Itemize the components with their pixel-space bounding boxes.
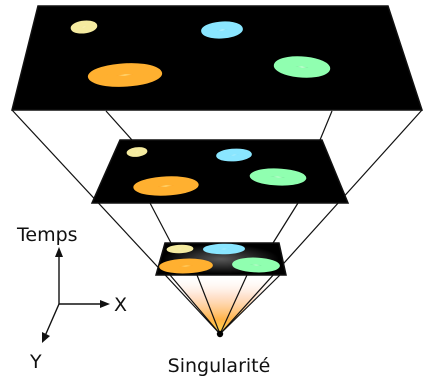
x-axis-label: X <box>114 294 127 316</box>
coordinate-axes <box>42 247 110 343</box>
universe-slice-early <box>155 243 287 275</box>
green-galaxy <box>239 260 273 270</box>
cyan-galaxy <box>207 24 237 35</box>
singularity-label: Singularité <box>168 355 271 377</box>
yellow-galaxy <box>74 22 94 31</box>
expansion-cone-lines <box>11 109 423 335</box>
universe-slice-middle <box>90 139 350 204</box>
singularity-glow <box>168 275 278 334</box>
yellow-galaxy <box>129 148 145 155</box>
orange-galaxy <box>98 67 153 83</box>
universe-slice-late <box>11 5 424 111</box>
cyan-galaxy <box>221 151 247 160</box>
orange-galaxy <box>167 261 205 271</box>
time-axis-label: Temps <box>16 224 78 246</box>
green-galaxy <box>281 60 323 75</box>
singularity-point <box>216 330 224 338</box>
orange-galaxy <box>142 179 190 192</box>
cyan-galaxy <box>209 246 238 252</box>
yellow-galaxy <box>170 246 189 252</box>
y-axis-label: Y <box>29 351 42 373</box>
green-galaxy <box>257 171 298 182</box>
